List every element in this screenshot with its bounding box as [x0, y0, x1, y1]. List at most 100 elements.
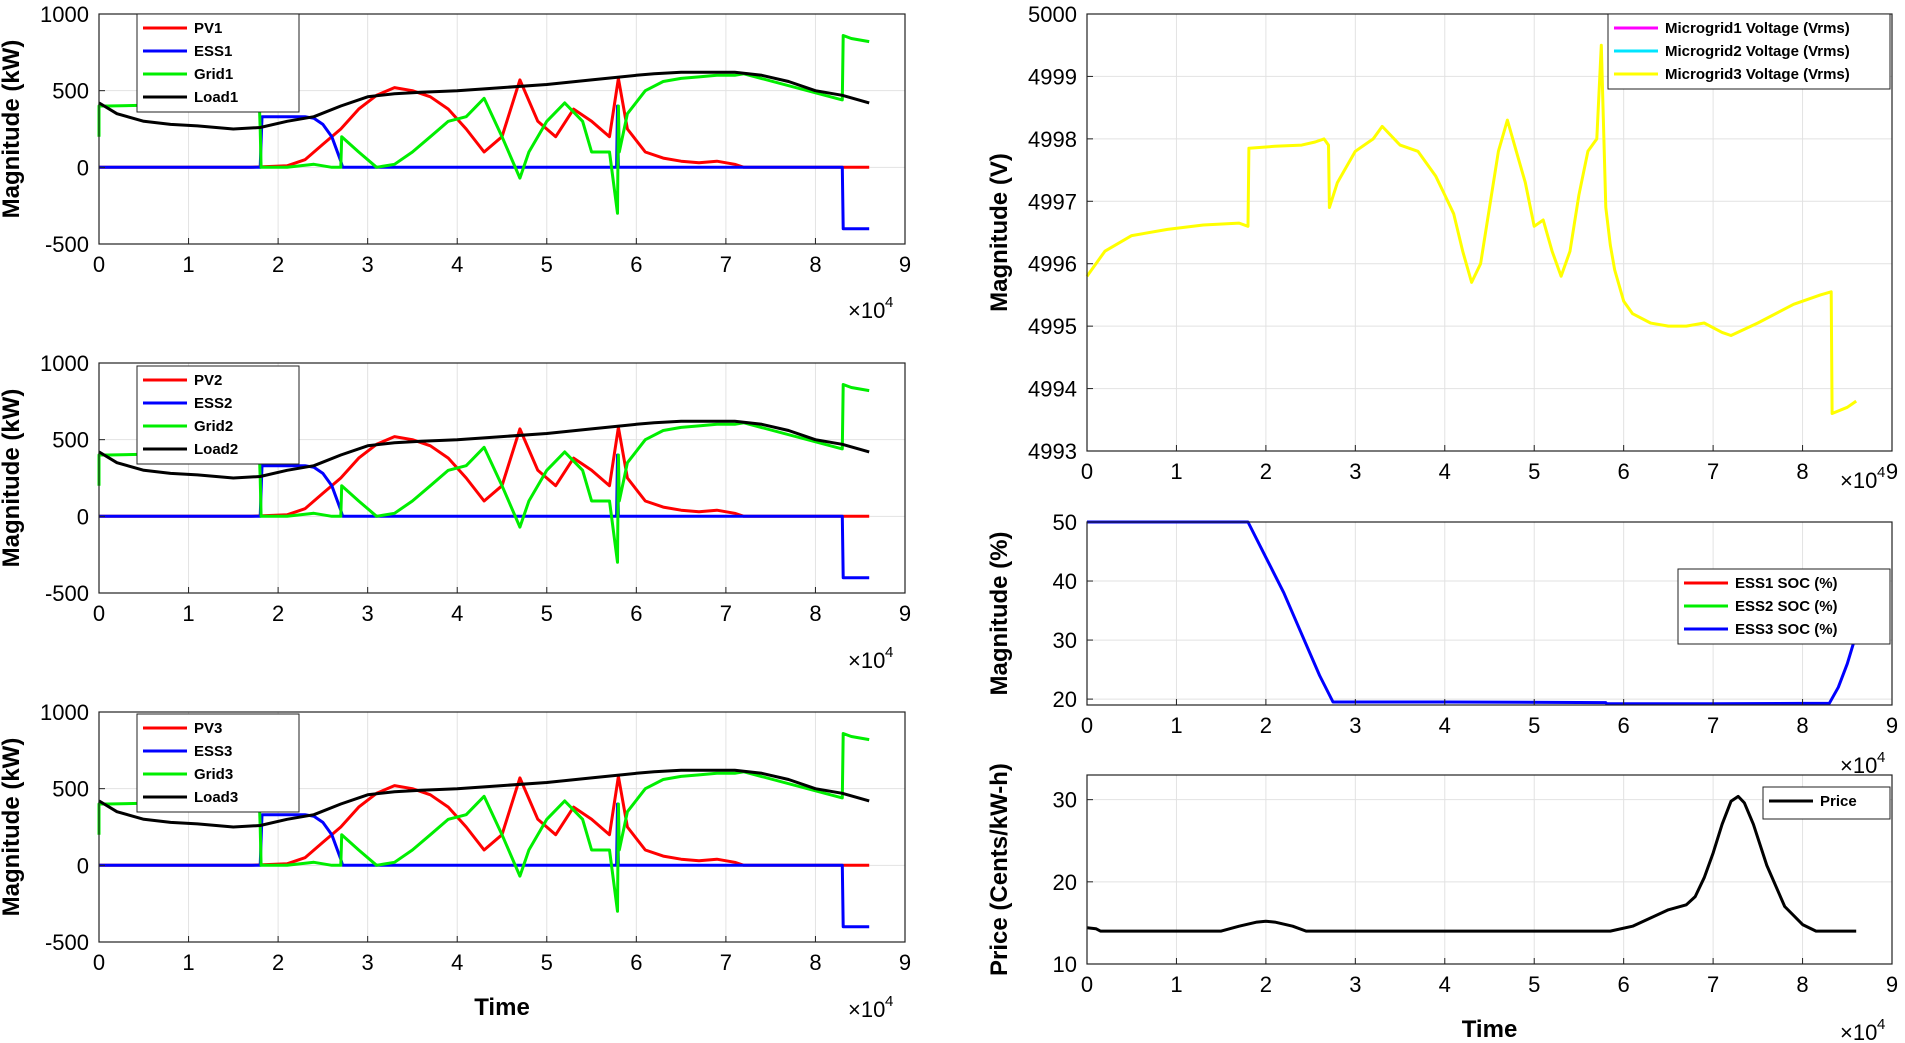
y-tick-label: 4996 [1028, 252, 1077, 277]
axes-frame [98, 13, 906, 245]
y-axis-label: Magnitude (kW) [0, 738, 25, 917]
legend: ESS1 SOC (%) ESS2 SOC (%) ESS3 SOC (%) [1677, 568, 1891, 645]
y-tick-label: 40 [1053, 569, 1077, 594]
x-multiplier-exponent: 4 [1877, 1016, 1885, 1033]
x-tick-label: 3 [362, 601, 374, 626]
x-tick-label: 4 [451, 252, 463, 277]
x-tick-label: 8 [1796, 459, 1808, 484]
y-tick-label: 0 [77, 155, 89, 180]
legend-label: Load2 [194, 441, 238, 458]
x-tick-label: 5 [541, 950, 553, 975]
y-tick-label: 0 [77, 853, 89, 878]
x-multiplier-exponent: 4 [1877, 464, 1885, 481]
legend: Microgrid1 Voltage (Vrms) Microgrid2 Volt… [1607, 13, 1891, 90]
x-tick-label: 6 [630, 601, 642, 626]
chart-voltage: 0 1 2 3 4 5 6 7 8 9 4993 4994 4995 4996 4997 4998 4999 50… [986, 2, 1898, 493]
legend-label: ESS1 SOC (%) [1735, 575, 1838, 592]
x-tick-label: 7 [1707, 972, 1719, 997]
y-axis-label: Magnitude (kW) [0, 389, 25, 568]
x-tick-label: 5 [1528, 459, 1540, 484]
series-line-load2 [98, 419, 870, 480]
x-tick-label: 1 [1170, 713, 1182, 738]
x-multiplier: ×10 [848, 648, 885, 673]
y-tick-label: 4995 [1028, 314, 1077, 339]
legend: Price [1762, 786, 1891, 820]
x-tick-label: 0 [93, 252, 105, 277]
series-line-grid2 [97, 383, 870, 564]
x-tick-label: 3 [1349, 459, 1361, 484]
x-tick-label: 5 [1528, 972, 1540, 997]
y-tick-label: 20 [1053, 870, 1077, 895]
y-axis-label: Magnitude (kW) [0, 40, 25, 219]
y-tick-label: 20 [1053, 687, 1077, 712]
y-tick-label: 10 [1053, 952, 1077, 977]
series-line-pv3 [99, 774, 870, 867]
x-tick-label: 0 [93, 601, 105, 626]
legend-label: Grid2 [194, 418, 233, 435]
x-tick-label: 2 [1260, 972, 1272, 997]
legend-label: Microgrid2 Voltage (Vrms) [1665, 43, 1850, 60]
x-axis-label: Time [474, 994, 530, 1021]
x-tick-label: 7 [720, 601, 732, 626]
x-tick-label: 8 [809, 950, 821, 975]
series-line-pv1 [99, 76, 870, 169]
legend-label: ESS1 [194, 43, 232, 60]
legend-label: Price [1820, 793, 1857, 810]
y-tick-label: 500 [52, 777, 89, 802]
legend-label: Load1 [194, 89, 238, 106]
legend-label: PV2 [194, 372, 222, 389]
legend-label: Microgrid3 Voltage (Vrms) [1665, 66, 1850, 83]
y-tick-label: 1000 [40, 700, 89, 725]
legend-label: ESS3 SOC (%) [1735, 621, 1838, 638]
x-tick-label: 2 [272, 601, 284, 626]
series-line-microgrid3-voltage-vrms [1085, 43, 1858, 415]
x-tick-label: 5 [1528, 713, 1540, 738]
x-multiplier: ×10 [848, 997, 885, 1022]
x-tick-label: 1 [1170, 459, 1182, 484]
y-tick-label: 500 [52, 79, 89, 104]
y-tick-label: -500 [45, 930, 89, 955]
series-line-grid3 [97, 732, 870, 913]
legend: PV1 ESS1 Grid1 Load1 [136, 13, 300, 113]
x-tick-label: 9 [899, 601, 911, 626]
y-tick-label: 0 [77, 504, 89, 529]
x-tick-label: 3 [1349, 713, 1361, 738]
axes-frame [98, 711, 906, 943]
chart-price: 0 1 2 3 4 5 6 7 8 9 10 20 30 Price (Cents/kW-h) Time ×1… [986, 763, 1898, 1043]
x-tick-label: 5 [541, 601, 553, 626]
x-tick-label: 3 [1349, 972, 1361, 997]
series-line-grid1 [97, 34, 870, 215]
legend-label: PV3 [194, 720, 222, 737]
series-line-price [1086, 794, 1857, 933]
x-tick-label: 2 [272, 950, 284, 975]
y-tick-label: 1000 [40, 2, 89, 27]
legend-label: Grid3 [194, 766, 233, 783]
x-tick-label: 6 [1618, 972, 1630, 997]
x-tick-label: 0 [93, 950, 105, 975]
x-tick-label: 0 [1081, 972, 1093, 997]
x-tick-label: 1 [182, 252, 194, 277]
axes-frame [1086, 521, 1893, 706]
x-multiplier-exponent: 4 [885, 993, 893, 1010]
x-tick-label: 8 [1796, 972, 1808, 997]
legend-box [1762, 786, 1891, 820]
y-tick-label: 5000 [1028, 2, 1077, 27]
x-tick-label: 0 [1081, 713, 1093, 738]
legend-label: Microgrid1 Voltage (Vrms) [1665, 20, 1850, 37]
y-tick-label: 4997 [1028, 189, 1077, 214]
x-axis-label: Time [1462, 1016, 1518, 1043]
x-tick-label: 0 [1081, 459, 1093, 484]
x-tick-label: 4 [1439, 459, 1451, 484]
axes-frame [1086, 774, 1893, 965]
x-multiplier: ×10 [1840, 1020, 1877, 1043]
x-tick-label: 6 [1618, 459, 1630, 484]
x-tick-label: 2 [1260, 713, 1272, 738]
axes-frame [1086, 13, 1893, 452]
series-line-load3 [98, 768, 870, 829]
legend-label: Grid1 [194, 66, 233, 83]
x-tick-label: 1 [182, 950, 194, 975]
